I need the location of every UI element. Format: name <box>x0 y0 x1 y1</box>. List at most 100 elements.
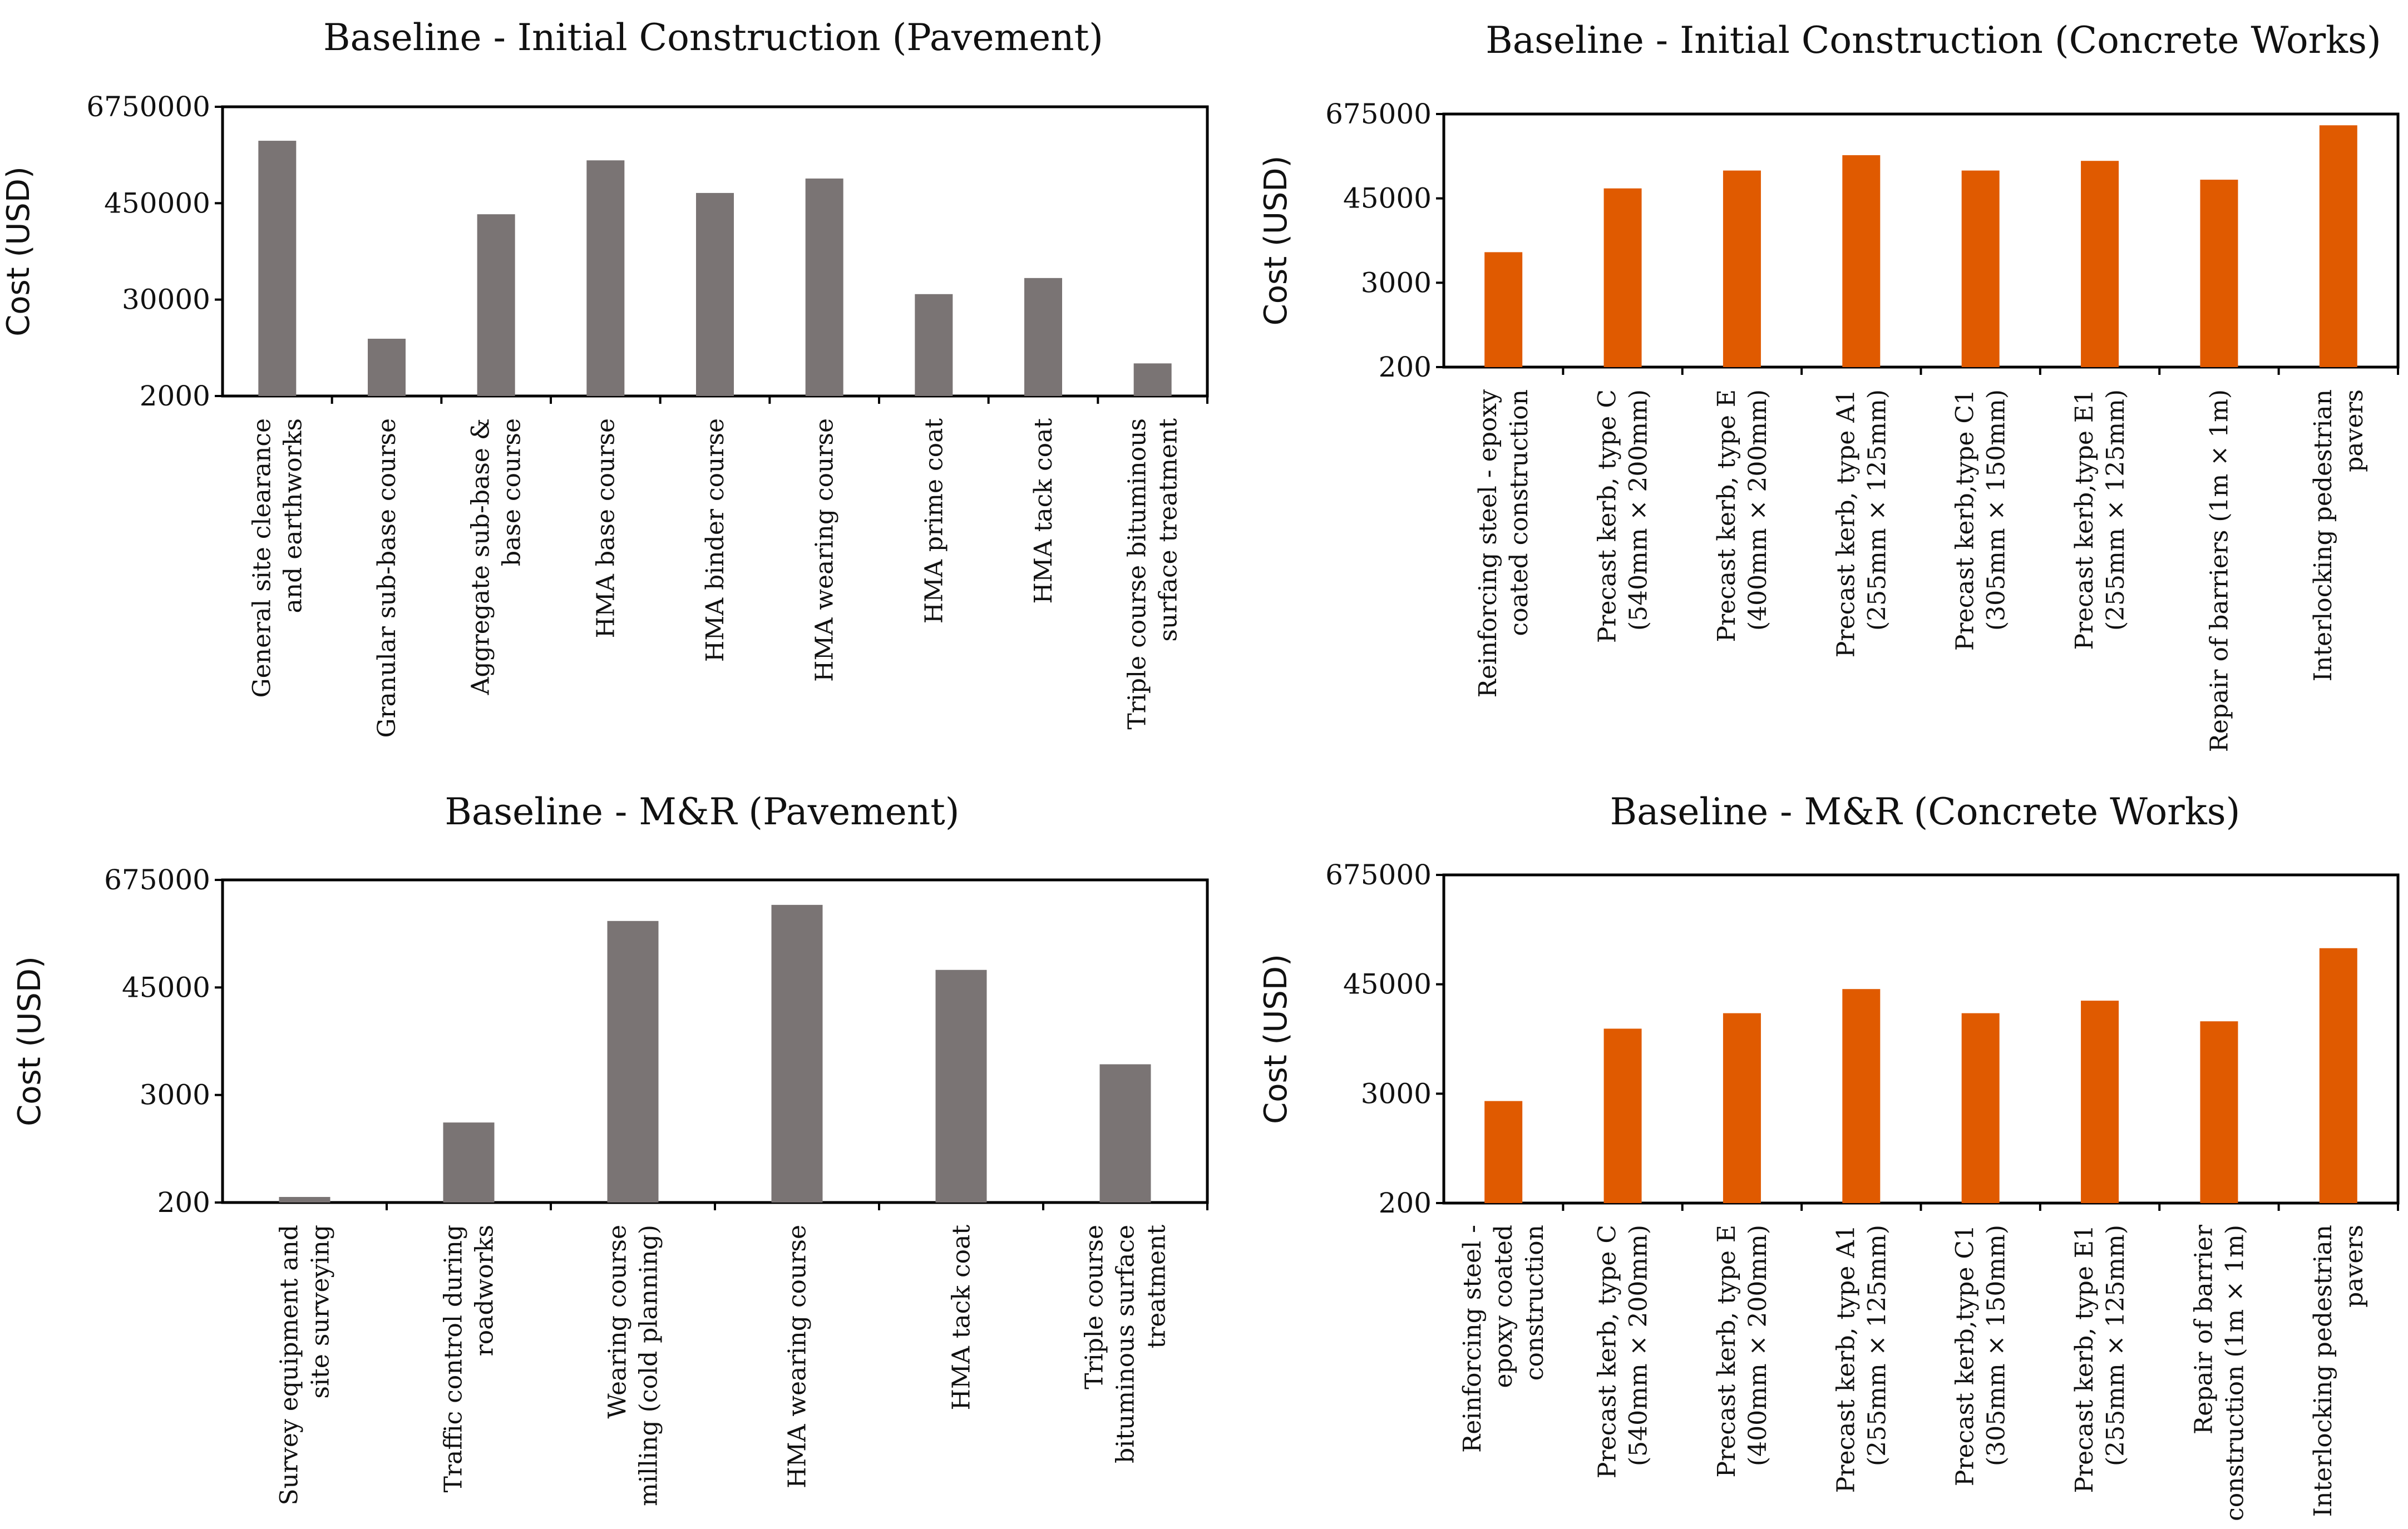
bar <box>443 1122 495 1203</box>
category-label: Precast kerb, type A1 (255mm × 125mm) <box>1832 1225 1891 1493</box>
category-label: Precast kerb, type C (540mm × 200mm) <box>1593 1225 1653 1478</box>
plot-frame <box>1442 112 2400 369</box>
y-tick-label: 450000 <box>104 187 210 219</box>
category-label: HMA base course <box>591 418 620 638</box>
category-label: Precast kerb, type C (540mm × 200mm) <box>1593 389 1653 643</box>
category-label-line: HMA binder course <box>701 418 729 662</box>
category-label: Interlocking pedestrian pavers <box>2309 389 2368 681</box>
category-label-line: (540mm × 200mm) <box>1625 389 1653 631</box>
chart-title: Baseline - Initial Construction (Pavemen… <box>323 16 1103 59</box>
category-label-line: Precast kerb,type C1 <box>1951 389 1980 651</box>
category-label-line: Precast kerb, type E <box>1713 389 1741 642</box>
category-label-line: HMA wearing course <box>811 418 839 682</box>
category-label-line: and earthworks <box>279 418 307 613</box>
category-label: Triple course bituminous surface treatmen… <box>1123 418 1183 730</box>
category-label: Precast kerb, type E1 (255mm × 125mm) <box>2070 1225 2130 1493</box>
bar <box>935 969 987 1203</box>
category-label-line: General site clearance <box>248 418 276 698</box>
y-axis-label: Cost (USD) <box>1258 954 1294 1124</box>
category-label-line: (255mm × 125mm) <box>2101 1225 2130 1466</box>
category-label-line: epoxy coated <box>1489 1225 1518 1388</box>
bar <box>2081 161 2119 367</box>
bar <box>1842 155 1881 367</box>
category-label-line: HMA tack coat <box>948 1225 976 1411</box>
bar <box>805 178 843 396</box>
category-label-line: surface treatment <box>1154 418 1183 642</box>
category-label-line: bituminous surface <box>1112 1225 1140 1463</box>
chart-title: Baseline - M&R (Concrete Works) <box>1610 790 2241 833</box>
y-tick-label: 45000 <box>1343 968 1432 1001</box>
bar <box>1133 363 1172 396</box>
bar <box>2319 125 2357 367</box>
category-label-line: (540mm × 200mm) <box>1625 1225 1653 1466</box>
bar <box>1723 1013 1761 1203</box>
bar <box>915 294 953 396</box>
category-label-line: Precast kerb, type A1 <box>1832 1225 1860 1493</box>
category-label-line: Traffic control during <box>440 1225 468 1492</box>
category-label-line: Precast kerb, type A1 <box>1832 389 1860 657</box>
y-tick-label: 3000 <box>140 1079 210 1111</box>
category-label: HMA wearing course <box>783 1225 812 1488</box>
y-axis-label: Cost (USD) <box>12 956 48 1126</box>
bar <box>1024 278 1062 396</box>
y-tick-label: 200 <box>157 1186 210 1219</box>
chart-panel-2: Baseline - Initial Construction (Concret… <box>1258 19 2400 752</box>
category-label-line: Repair of barriers (1m × 1m) <box>2205 389 2233 752</box>
bar <box>2081 1001 2119 1203</box>
category-label: Interlocking pedestrian pavers <box>2309 1225 2368 1517</box>
category-label-line: HMA base course <box>591 418 620 638</box>
bar <box>1961 170 2000 367</box>
bar <box>279 1197 330 1203</box>
category-label-line: HMA tack coat <box>1029 418 1058 604</box>
category-label: HMA wearing course <box>811 418 839 682</box>
category-label: Precast kerb, type A1 (255mm × 125mm) <box>1832 389 1891 657</box>
bar <box>1484 252 1523 367</box>
category-label: Triple course bituminous surface treatment <box>1080 1225 1171 1463</box>
category-label-line: base course <box>498 418 526 566</box>
y-tick-label: 30000 <box>122 284 210 316</box>
category-label-line: (255mm × 125mm) <box>1863 389 1891 631</box>
bar <box>368 338 406 396</box>
bar <box>1842 989 1881 1203</box>
y-axis-label: Cost (USD) <box>1258 156 1294 326</box>
chart-title: Baseline - M&R (Pavement) <box>445 790 959 833</box>
category-label-line: Survey equipment and <box>275 1225 304 1506</box>
y-tick-label: 675000 <box>104 864 210 896</box>
y-tick-label: 45000 <box>1343 182 1432 215</box>
category-label: HMA prime coat <box>920 418 948 624</box>
bar <box>586 160 625 396</box>
bar <box>1603 1028 1642 1203</box>
category-label: Precast kerb, type E (400mm × 200mm) <box>1713 1225 1772 1478</box>
category-label-line: (400mm × 200mm) <box>1744 1225 1772 1466</box>
plot-frame <box>1442 873 2400 1205</box>
category-label-line: Precast kerb, type E1 <box>2070 1225 2099 1493</box>
category-label: General site clearance and earthworks <box>248 418 307 698</box>
y-tick-label: 2000 <box>140 380 210 412</box>
bar <box>1723 170 1761 367</box>
category-label: Precast kerb,type C1 (305mm × 150mm) <box>1951 1225 2011 1486</box>
category-label-line: pavers <box>2340 1225 2368 1308</box>
bar <box>2200 180 2238 367</box>
category-label: Precast kerb, type E (400mm × 200mm) <box>1713 389 1772 642</box>
chart-panel-1: Baseline - Initial Construction (Pavemen… <box>1 16 1209 738</box>
y-tick-label: 200 <box>1379 351 1432 383</box>
y-axis-label: Cost (USD) <box>1 166 37 337</box>
y-tick-label: 6750000 <box>86 91 210 123</box>
category-label-line: pavers <box>2340 389 2368 472</box>
category-label: Granular sub-base course <box>373 418 401 738</box>
category-label: Precast kerb,type E1 (255mm × 125mm) <box>2070 389 2130 650</box>
category-label-line: (400mm × 200mm) <box>1744 389 1772 631</box>
y-tick-label: 45000 <box>122 971 210 1003</box>
category-label-line: (305mm × 150mm) <box>1982 389 2011 631</box>
category-label-line: (255mm × 125mm) <box>2101 389 2130 631</box>
category-label-line: site surveying <box>307 1225 335 1399</box>
category-label-line: Wearing course <box>604 1225 632 1419</box>
y-tick-label: 675000 <box>1325 98 1432 130</box>
category-label: Wearing course milling (cold planning) <box>604 1225 663 1506</box>
bar <box>258 141 297 396</box>
category-label-line: Precast kerb,type E1 <box>2070 389 2099 650</box>
category-label: HMA binder course <box>701 418 729 662</box>
category-label-line: Precast kerb, type C <box>1593 389 1622 643</box>
y-tick-label: 200 <box>1379 1187 1432 1219</box>
y-tick-label: 675000 <box>1325 859 1432 891</box>
